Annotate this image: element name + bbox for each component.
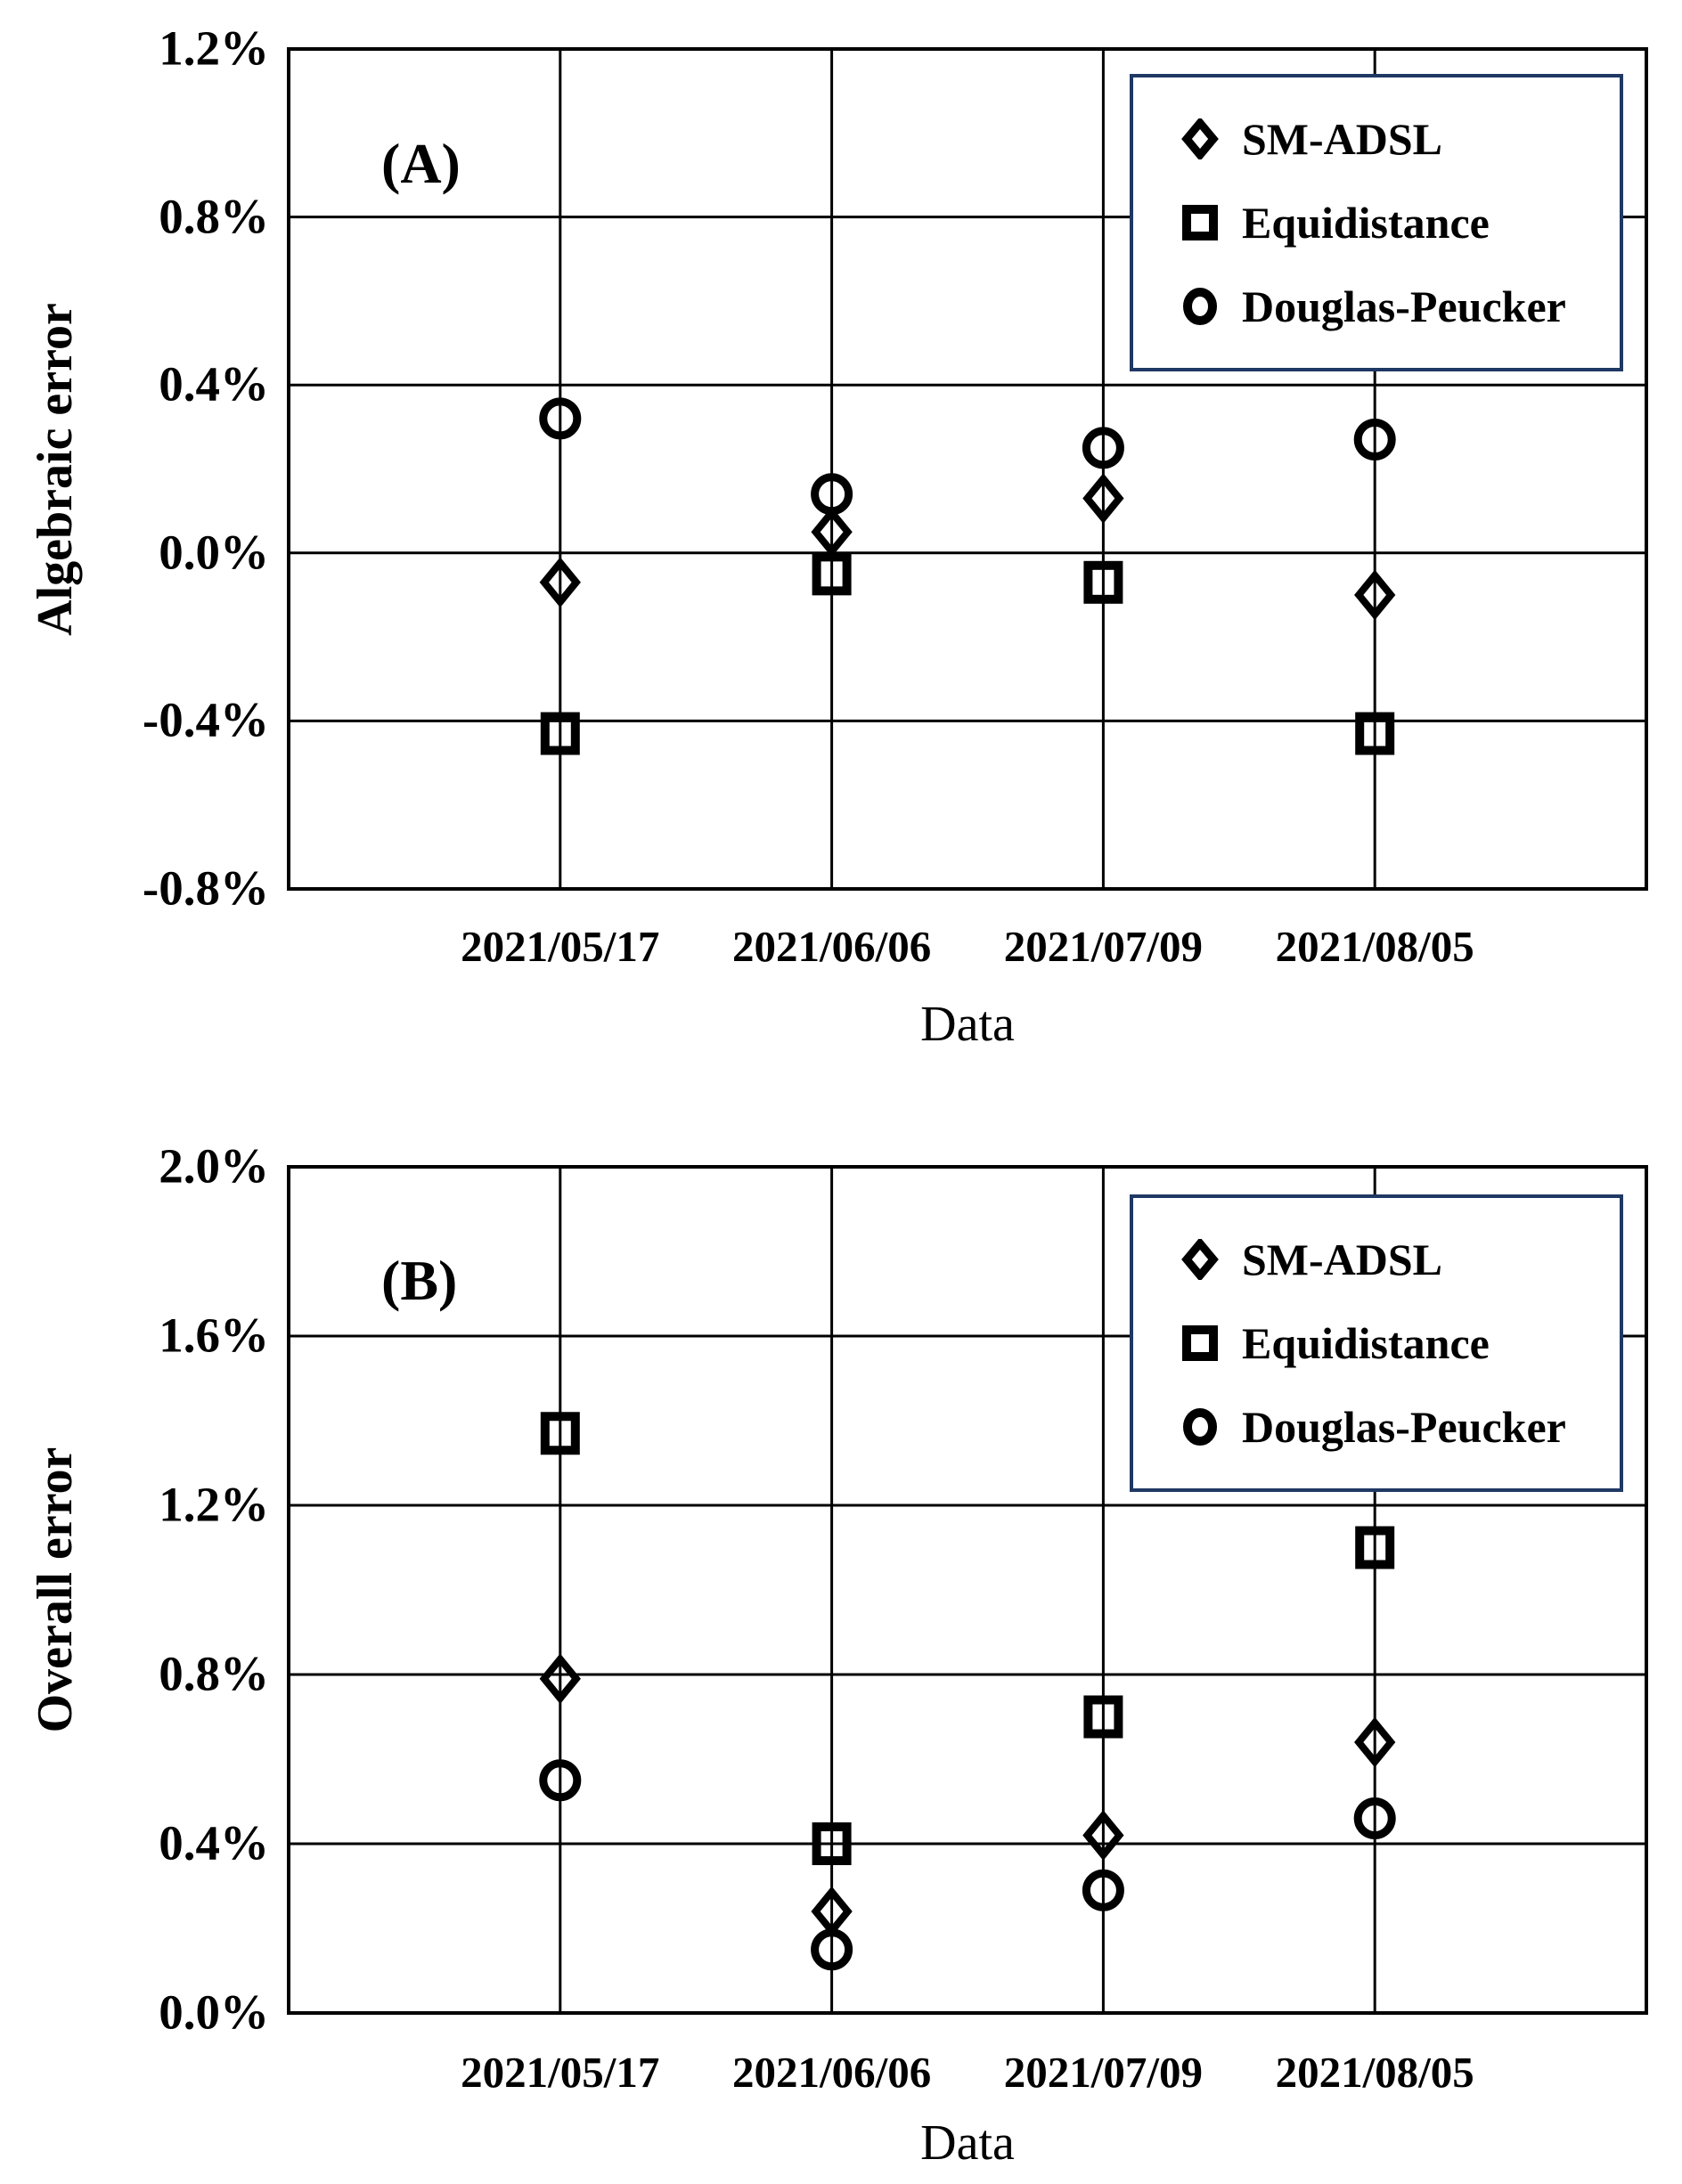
circle-marker	[811, 1928, 853, 1971]
y-tick-label: -0.4%	[142, 692, 269, 747]
y-axis-title-algebraic-error: Algebraic error	[28, 303, 83, 636]
diamond-marker-icon	[1181, 1239, 1219, 1280]
plot-border	[287, 1165, 1648, 2015]
legend-item-douglas-peucker: Douglas-Peucker	[1180, 284, 1620, 329]
square-marker	[812, 552, 852, 596]
y-tick-label: 1.6%	[159, 1308, 269, 1363]
panel-label-b: (B)	[381, 1249, 458, 1312]
diamond-marker	[539, 557, 581, 608]
x-axis-title-data-a: Data	[920, 997, 1015, 1052]
square-marker	[540, 1412, 580, 1455]
x-tick-label: 2021/05/17	[461, 2048, 660, 2097]
diamond-marker	[1082, 473, 1124, 524]
circle-marker	[1082, 1869, 1124, 1911]
square-marker	[1083, 1695, 1123, 1739]
legend-panel-b: SM-ADSL Equidistance Douglas-Peucker	[1130, 1194, 1623, 1492]
legend-label: SM-ADSL	[1242, 114, 1443, 164]
y-tick-label: 0.4%	[159, 1815, 269, 1870]
y-tick-label: -0.8%	[142, 860, 269, 916]
y-tick-label: 0.0%	[159, 1984, 269, 2040]
legend-label: SM-ADSL	[1242, 1235, 1443, 1284]
diamond-marker	[539, 1653, 581, 1705]
square-marker	[540, 712, 580, 755]
y-tick-label: 2.0%	[159, 1138, 269, 1194]
x-tick-label: 2021/07/09	[1003, 922, 1204, 971]
legend-label: Equidistance	[1242, 1318, 1490, 1368]
panel-label-a: (A)	[381, 132, 461, 195]
legend-panel-a: SM-ADSL Equidistance Douglas-Peucker	[1130, 74, 1623, 371]
x-tick-label: 2021/05/17	[461, 922, 660, 971]
square-marker-icon	[1182, 205, 1218, 240]
circle-marker	[539, 397, 582, 440]
x-tick-label: 2021/06/06	[731, 922, 932, 971]
circle-marker	[1353, 1797, 1396, 1839]
x-tick-label: 2021/07/09	[1003, 2048, 1204, 2097]
square-marker	[1355, 1526, 1395, 1569]
x-tick-label: 2021/06/06	[731, 2048, 932, 2097]
square-marker-icon	[1182, 1325, 1218, 1361]
circle-marker	[811, 473, 853, 516]
circle-marker-icon	[1183, 1408, 1217, 1446]
y-tick-label: 1.2%	[159, 20, 269, 76]
y-tick-label: 0.0%	[159, 525, 269, 580]
x-axis-title-data-b: Data	[920, 2115, 1015, 2171]
legend-item-sm-adsl: SM-ADSL	[1180, 1237, 1620, 1282]
diamond-marker	[1082, 1810, 1124, 1861]
legend-label: Douglas-Peucker	[1242, 1402, 1566, 1452]
diamond-marker	[811, 506, 853, 558]
square-marker	[1355, 712, 1395, 755]
square-marker	[812, 1822, 852, 1865]
circle-marker	[1353, 418, 1396, 460]
diamond-marker-icon	[1181, 118, 1219, 159]
square-marker	[1083, 560, 1123, 604]
circle-marker-icon	[1183, 288, 1217, 325]
x-tick-label: 2021/08/05	[1275, 2048, 1474, 2097]
legend-label: Douglas-Peucker	[1242, 281, 1566, 331]
circle-marker	[1082, 427, 1124, 469]
y-tick-label: 0.4%	[159, 356, 269, 412]
y-tick-label: 1.2%	[159, 1477, 269, 1532]
y-tick-label: 0.8%	[159, 188, 269, 243]
y-tick-label: 0.8%	[159, 1646, 269, 1701]
legend-item-equidistance: Equidistance	[1180, 200, 1620, 245]
plot-border	[287, 47, 1648, 891]
diamond-marker	[1354, 569, 1396, 621]
diamond-marker	[1354, 1716, 1396, 1768]
legend-label: Equidistance	[1242, 198, 1490, 248]
legend-item-sm-adsl: SM-ADSL	[1180, 117, 1620, 161]
x-tick-label: 2021/08/05	[1275, 922, 1474, 971]
legend-item-douglas-peucker: Douglas-Peucker	[1180, 1405, 1620, 1449]
legend-item-equidistance: Equidistance	[1180, 1321, 1620, 1365]
circle-marker	[539, 1759, 582, 1802]
